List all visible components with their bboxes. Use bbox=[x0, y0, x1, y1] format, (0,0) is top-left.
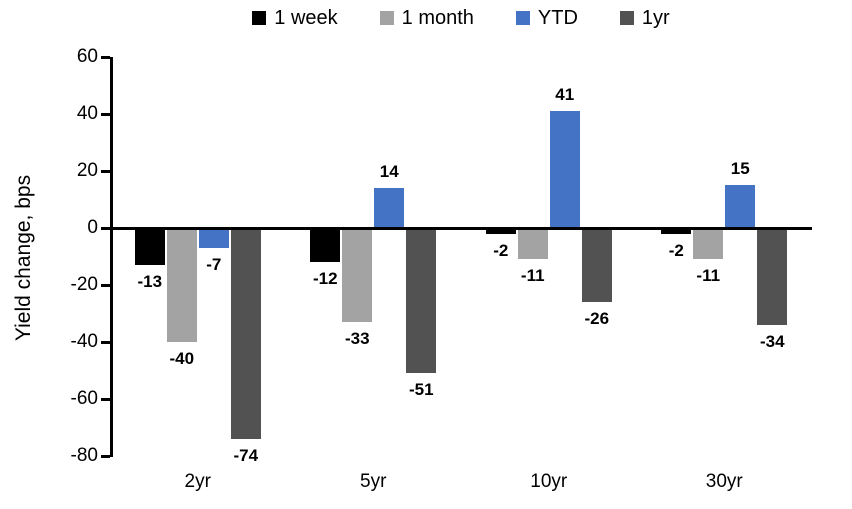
legend-swatch-1yr bbox=[619, 11, 634, 25]
x-category-label-30yr: 30yr bbox=[705, 471, 743, 492]
bar-1yr-10yr bbox=[581, 228, 612, 303]
bar-value-label-1yr-2yr: -74 bbox=[233, 445, 259, 465]
bar-1-month-30yr bbox=[693, 228, 724, 260]
y-tick-label: 20 bbox=[76, 160, 98, 181]
y-tick-mark bbox=[101, 397, 110, 401]
bar-value-label-1yr-30yr: -34 bbox=[759, 331, 785, 351]
bar-value-label-1-month-30yr: -11 bbox=[696, 266, 721, 286]
y-axis-line bbox=[110, 57, 113, 457]
x-category-label-10yr: 10yr bbox=[530, 471, 568, 492]
legend-label: 1yr bbox=[641, 7, 670, 29]
bar-value-label-1-week-30yr: -2 bbox=[668, 240, 684, 260]
y-tick-label: 40 bbox=[76, 103, 98, 124]
legend-swatch-1-week bbox=[252, 11, 267, 25]
bar-1-month-10yr bbox=[517, 228, 548, 260]
bar-value-label-1-month-5yr: -33 bbox=[344, 329, 370, 349]
y-tick-label: -40 bbox=[70, 331, 98, 352]
y-tick-label: 60 bbox=[76, 46, 98, 67]
legend-item-ytd: YTD bbox=[515, 7, 578, 29]
y-tick-mark bbox=[101, 112, 110, 116]
x-axis-zero-line bbox=[108, 226, 812, 230]
bar-1yr-5yr bbox=[406, 228, 437, 374]
y-tick-label: 0 bbox=[87, 217, 98, 238]
bar-ytd-30yr bbox=[725, 185, 756, 228]
bar-value-label-ytd-5yr: 14 bbox=[379, 162, 399, 182]
x-category-label-5yr: 5yr bbox=[360, 471, 387, 492]
bar-value-label-1-week-5yr: -12 bbox=[312, 269, 338, 289]
bar-value-label-1-month-10yr: -11 bbox=[520, 266, 545, 286]
bar-value-label-1-week-10yr: -2 bbox=[493, 240, 509, 260]
legend-item-1-week: 1 week bbox=[252, 7, 338, 29]
bar-ytd-5yr bbox=[374, 188, 405, 228]
bar-1yr-2yr bbox=[230, 228, 261, 439]
bar-1yr-30yr bbox=[757, 228, 788, 325]
legend-item-1yr: 1yr bbox=[619, 7, 670, 29]
bar-1-week-10yr bbox=[485, 228, 516, 234]
y-tick-label: -60 bbox=[70, 388, 98, 409]
y-tick-mark bbox=[101, 55, 110, 59]
y-tick-mark bbox=[101, 454, 110, 458]
legend-swatch-1-month bbox=[379, 11, 394, 25]
legend-item-1-month: 1 month bbox=[379, 7, 474, 29]
bar-1-week-2yr bbox=[134, 228, 165, 266]
x-category-label-2yr: 2yr bbox=[184, 471, 211, 492]
bar-value-label-1yr-10yr: -26 bbox=[584, 309, 610, 329]
bar-1-month-5yr bbox=[342, 228, 373, 323]
bar-ytd-10yr bbox=[549, 111, 580, 228]
bar-value-label-ytd-10yr: 41 bbox=[555, 85, 575, 105]
y-tick-mark bbox=[101, 226, 110, 230]
y-tick-label: -80 bbox=[70, 445, 98, 466]
bar-value-label-ytd-2yr: -7 bbox=[206, 254, 222, 274]
y-tick-mark bbox=[101, 340, 110, 344]
bar-value-label-1-month-2yr: -40 bbox=[169, 349, 195, 368]
legend-label: 1 week bbox=[274, 7, 338, 29]
y-tick-mark bbox=[101, 169, 110, 173]
bar-1-week-30yr bbox=[661, 228, 692, 234]
bar-1-month-2yr bbox=[166, 228, 197, 342]
bar-value-label-1yr-5yr: -51 bbox=[408, 380, 434, 400]
y-tick-label: -20 bbox=[70, 274, 98, 295]
bar-value-label-ytd-30yr: 15 bbox=[730, 159, 750, 179]
legend-swatch-ytd bbox=[515, 11, 530, 25]
bar-ytd-2yr bbox=[198, 228, 229, 248]
legend-label: YTD bbox=[537, 7, 578, 29]
bar-1-week-5yr bbox=[310, 228, 341, 263]
bar-value-label-1-week-2yr: -13 bbox=[137, 272, 163, 292]
legend-label: 1 month bbox=[401, 7, 474, 29]
y-tick-mark bbox=[101, 283, 110, 287]
legend: 1 week 1 month YTD 1yr bbox=[110, 8, 812, 28]
